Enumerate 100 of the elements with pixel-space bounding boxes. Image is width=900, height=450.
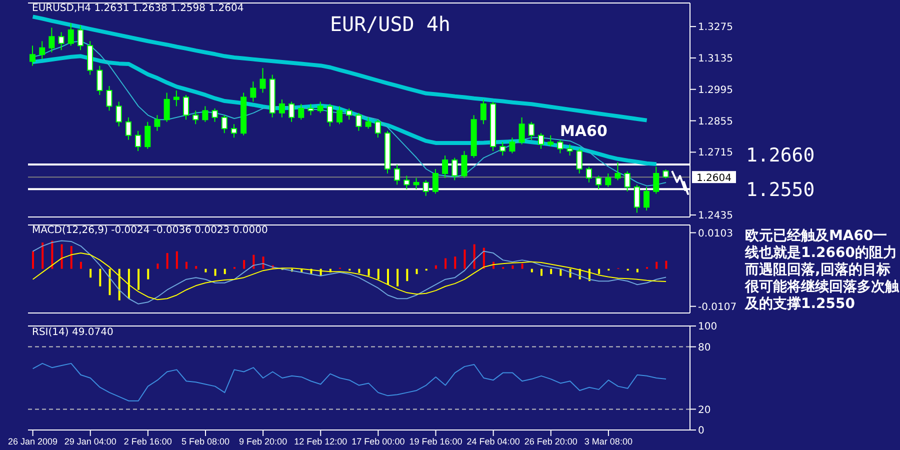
ref-line-label: 1.2604 — [696, 173, 732, 184]
y-tick-label: 20 — [698, 404, 711, 416]
bar — [454, 256, 456, 269]
bar — [464, 250, 466, 269]
candlestick — [230, 124, 237, 138]
candlestick — [365, 116, 372, 130]
x-tick-label: 24 Feb 04:00 — [466, 436, 520, 446]
y-tick-label: 0.0103 — [698, 228, 733, 240]
annotation: MA60 — [560, 122, 608, 140]
bar — [204, 268, 207, 272]
candlestick — [183, 94, 190, 120]
y-tick-label: 1.2435 — [698, 210, 733, 222]
candlestick — [356, 112, 362, 132]
bar — [521, 264, 524, 269]
candlestick — [48, 27, 55, 53]
candlestick — [144, 121, 151, 150]
bar — [386, 268, 389, 285]
bar — [406, 268, 408, 282]
annotation: RSI(14) 49.0740 — [32, 327, 114, 338]
candlestick — [212, 108, 218, 122]
candlestick — [548, 134, 554, 148]
bar — [156, 264, 159, 269]
bar — [166, 253, 168, 269]
bar — [80, 262, 82, 269]
candlestick — [68, 22, 74, 46]
candlestick — [326, 103, 333, 127]
y-tick-label: 1.2995 — [698, 84, 733, 96]
bar — [243, 260, 246, 269]
candlestick — [164, 92, 170, 122]
candlestick — [317, 101, 324, 114]
x-tick-label: 29 Jan 04:00 — [64, 436, 116, 446]
candlestick — [77, 24, 84, 51]
bar — [51, 240, 54, 269]
candlestick — [135, 130, 142, 152]
candlestick — [192, 110, 199, 125]
x-tick-label: 2 Feb 16:00 — [124, 436, 172, 446]
candlestick — [480, 98, 486, 125]
candlestick — [308, 103, 314, 116]
bar — [377, 268, 380, 280]
bar — [186, 262, 188, 269]
line-series — [32, 240, 667, 304]
bar — [42, 242, 44, 269]
candlestick — [346, 108, 352, 120]
x-tick-label: 26 Jan 2009 — [8, 436, 58, 446]
bar — [560, 268, 562, 276]
candlestick — [557, 139, 564, 154]
bar — [252, 254, 255, 269]
x-tick-label: 3 Mar 08:00 — [584, 436, 632, 446]
bar — [656, 262, 658, 269]
bar — [60, 244, 63, 269]
bar — [224, 268, 226, 274]
line-series — [30, 14, 649, 122]
bar — [176, 251, 178, 269]
text: EUR/USD 4h — [330, 12, 450, 36]
y-tick-label: -0.0107 — [698, 302, 737, 313]
bar — [512, 265, 514, 269]
bar — [396, 268, 399, 286]
bar — [108, 268, 111, 296]
bar — [550, 268, 552, 274]
y-tick-label: 100 — [698, 322, 718, 333]
bar — [214, 268, 216, 276]
bar — [195, 266, 198, 269]
bar — [444, 258, 447, 269]
candlestick — [96, 65, 103, 96]
candlestick — [500, 142, 506, 156]
x-tick-label: 9 Feb 20:00 — [239, 436, 288, 446]
bar — [598, 268, 600, 274]
ref-line-label: 1.2660 — [746, 144, 815, 167]
line-series — [30, 54, 658, 166]
y-tick-label: 1.2715 — [698, 148, 733, 159]
bar — [530, 268, 533, 272]
bar — [99, 268, 102, 286]
bar — [636, 268, 638, 272]
candlestick — [644, 186, 650, 211]
text: 欧元已经触及MA60一线也就是1.2660的阻力而遇阻回落,回落的目标很可能将继续回落多次触及的支撑1.2550 — [745, 228, 899, 313]
y-tick-label: 1.3275 — [698, 22, 733, 34]
candlestick — [154, 114, 160, 132]
candlestick — [221, 114, 228, 134]
candlestick — [173, 90, 180, 107]
candlestick — [30, 45, 36, 66]
candlestick — [605, 172, 612, 188]
bar — [482, 248, 485, 269]
ref-line-label: 1.2550 — [746, 179, 815, 202]
candlestick — [528, 121, 534, 140]
candlestick — [374, 119, 381, 138]
candlestick — [518, 116, 525, 145]
bar — [138, 268, 140, 290]
y-tick-label: 1.3135 — [698, 54, 733, 65]
bar — [262, 256, 264, 269]
candlestick — [336, 106, 343, 125]
bar — [434, 265, 437, 269]
candlestick — [260, 68, 266, 94]
candlestick — [432, 168, 438, 194]
candlestick — [614, 162, 621, 181]
bar — [147, 268, 150, 280]
line-series — [32, 252, 667, 300]
bar — [70, 246, 72, 269]
candlestick — [202, 106, 208, 122]
candlestick — [116, 101, 122, 127]
candlestick — [298, 103, 304, 120]
